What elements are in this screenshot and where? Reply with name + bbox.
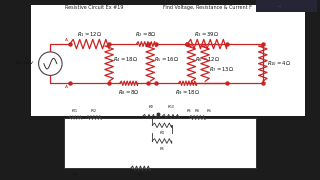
FancyBboxPatch shape xyxy=(31,5,305,116)
Text: $R_3=39\Omega$: $R_3=39\Omega$ xyxy=(195,30,220,39)
Text: $R_G$: $R_G$ xyxy=(194,107,201,114)
Text: ...: ... xyxy=(277,4,281,8)
Text: $R_{10}$: $R_{10}$ xyxy=(167,103,175,111)
Text: $R_5$: $R_5$ xyxy=(186,107,193,114)
Text: $R_6=12\Omega$: $R_6=12\Omega$ xyxy=(195,55,220,64)
Text: $R_8=8\Omega$: $R_8=8\Omega$ xyxy=(118,88,140,97)
Text: $R_3$: $R_3$ xyxy=(148,103,155,111)
Text: $V_S$=34V: $V_S$=34V xyxy=(15,60,35,68)
Circle shape xyxy=(39,52,62,75)
Text: $R_2$: $R_2$ xyxy=(90,107,97,114)
Text: $R_1$: $R_1$ xyxy=(72,171,78,179)
Text: $R_5=16\Omega$: $R_5=16\Omega$ xyxy=(154,55,179,64)
Text: $R_7=13\Omega$: $R_7=13\Omega$ xyxy=(209,65,234,74)
FancyBboxPatch shape xyxy=(256,0,317,12)
Text: $R_1=12\Omega$: $R_1=12\Omega$ xyxy=(77,30,102,39)
Text: $R_9=18\Omega$: $R_9=18\Omega$ xyxy=(175,88,200,97)
Text: $R_4=18\Omega$: $R_4=18\Omega$ xyxy=(113,55,138,64)
Text: $R_{10}=4\Omega$: $R_{10}=4\Omega$ xyxy=(267,59,291,68)
Text: A: A xyxy=(65,85,68,89)
Text: $R_2=8\Omega$: $R_2=8\Omega$ xyxy=(135,30,157,39)
Text: Resistive Circuit Ex #19: Resistive Circuit Ex #19 xyxy=(65,5,124,10)
Text: Find Voltage, Resistance & Current F: Find Voltage, Resistance & Current F xyxy=(163,5,252,10)
Text: $R_7$: $R_7$ xyxy=(137,171,144,179)
Text: $R_1$: $R_1$ xyxy=(71,107,78,114)
Text: $R_4$: $R_4$ xyxy=(159,129,165,137)
Text: A: A xyxy=(65,38,68,42)
FancyBboxPatch shape xyxy=(64,118,256,168)
Text: $R_5$: $R_5$ xyxy=(159,145,165,152)
Text: $R_6$: $R_6$ xyxy=(206,107,212,114)
